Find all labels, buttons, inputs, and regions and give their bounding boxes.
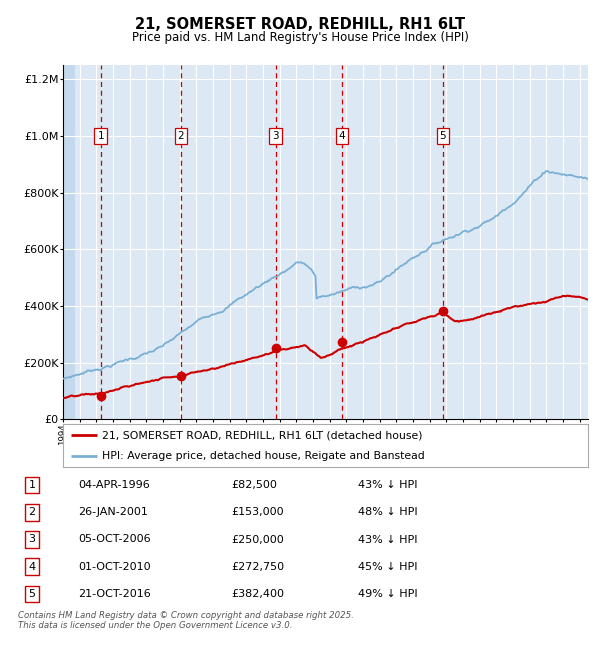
Text: £272,750: £272,750 — [231, 562, 284, 572]
Text: 5: 5 — [440, 131, 446, 141]
Text: 1: 1 — [97, 131, 104, 141]
Text: 21-OCT-2016: 21-OCT-2016 — [78, 589, 151, 599]
Text: 01-OCT-2010: 01-OCT-2010 — [78, 562, 151, 572]
Text: HPI: Average price, detached house, Reigate and Banstead: HPI: Average price, detached house, Reig… — [103, 451, 425, 461]
Text: 04-APR-1996: 04-APR-1996 — [78, 480, 150, 490]
Text: 48% ↓ HPI: 48% ↓ HPI — [358, 507, 417, 517]
Text: 26-JAN-2001: 26-JAN-2001 — [78, 507, 148, 517]
Text: £382,400: £382,400 — [231, 589, 284, 599]
Text: 4: 4 — [339, 131, 346, 141]
Text: 3: 3 — [272, 131, 279, 141]
Text: 3: 3 — [29, 534, 35, 545]
Text: 4: 4 — [29, 562, 36, 572]
Text: £82,500: £82,500 — [231, 480, 277, 490]
Text: Price paid vs. HM Land Registry's House Price Index (HPI): Price paid vs. HM Land Registry's House … — [131, 31, 469, 44]
Text: 05-OCT-2006: 05-OCT-2006 — [78, 534, 151, 545]
Text: 49% ↓ HPI: 49% ↓ HPI — [358, 589, 417, 599]
Text: 21, SOMERSET ROAD, REDHILL, RH1 6LT (detached house): 21, SOMERSET ROAD, REDHILL, RH1 6LT (det… — [103, 430, 423, 440]
Text: 2: 2 — [178, 131, 184, 141]
Polygon shape — [63, 65, 74, 419]
Text: 5: 5 — [29, 589, 35, 599]
Text: 2: 2 — [29, 507, 36, 517]
Text: 21, SOMERSET ROAD, REDHILL, RH1 6LT: 21, SOMERSET ROAD, REDHILL, RH1 6LT — [135, 17, 465, 32]
Text: 43% ↓ HPI: 43% ↓ HPI — [358, 534, 417, 545]
Text: £250,000: £250,000 — [231, 534, 284, 545]
Text: £153,000: £153,000 — [231, 507, 284, 517]
Text: Contains HM Land Registry data © Crown copyright and database right 2025.
This d: Contains HM Land Registry data © Crown c… — [18, 611, 354, 630]
Text: 43% ↓ HPI: 43% ↓ HPI — [358, 480, 417, 490]
Text: 1: 1 — [29, 480, 35, 490]
Text: 45% ↓ HPI: 45% ↓ HPI — [358, 562, 417, 572]
